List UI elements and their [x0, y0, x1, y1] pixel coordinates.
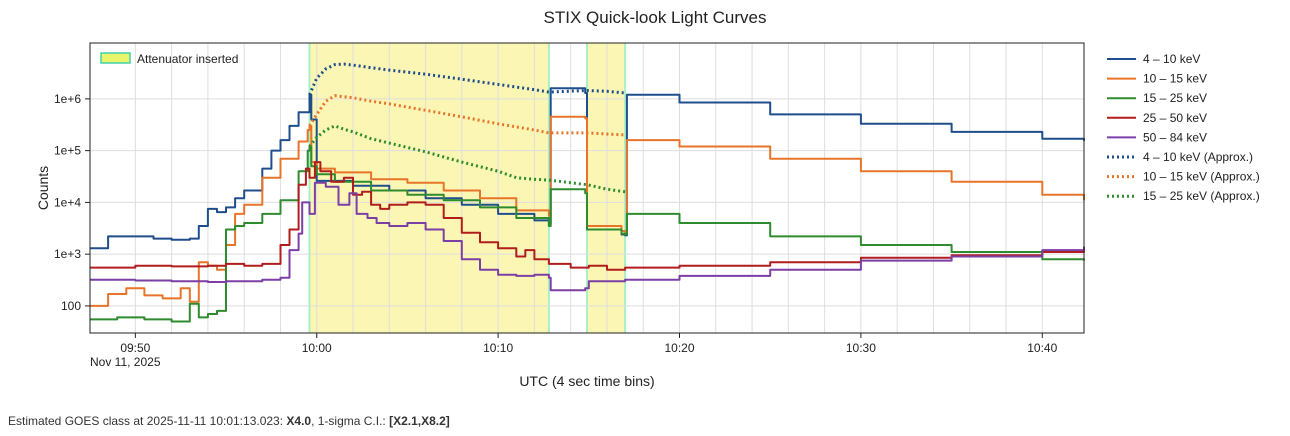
grid-lines	[90, 43, 1084, 333]
x-date-label: Nov 11, 2025	[90, 355, 161, 369]
goes-ci-label: , 1-sigma C.I.:	[311, 414, 390, 428]
x-tick-label: 10:00	[302, 341, 332, 355]
y-tick-label: 1e+4	[54, 195, 81, 209]
x-axis-title: UTC (4 sec time bins)	[519, 373, 654, 389]
x-tick-label: 09:50	[120, 341, 150, 355]
attenuator-band-1	[309, 43, 549, 333]
legend-label: 4 – 10 keV (Approx.)	[1143, 150, 1253, 164]
x-tick-label: 10:40	[1027, 341, 1057, 355]
attenuator-band-2	[587, 43, 626, 333]
y-tick-label: 1e+3	[54, 247, 81, 261]
x-tick-label: 10:10	[483, 341, 513, 355]
goes-class-estimate: Estimated GOES class at 2025-11-11 10:01…	[8, 414, 450, 428]
attenuator-legend-label: Attenuator inserted	[137, 52, 238, 66]
legend-label: 15 – 25 keV	[1143, 91, 1207, 105]
chart-title: STIX Quick-look Light Curves	[544, 8, 767, 27]
axis-ticks: 09:50 10:00 10:10 10:20 10:30 10:40 100 1e+3 1e+…	[54, 92, 1058, 355]
series-line	[308, 94, 626, 137]
x-tick-label: 10:20	[664, 341, 694, 355]
legend-label: 25 – 50 keV	[1143, 111, 1207, 125]
light-curve-chart[interactable]: STIX Quick-look Light Curves 09:50 10:00 1…	[0, 0, 1290, 405]
goes-class: X4.0	[286, 414, 312, 428]
legend-label: 50 – 84 keV	[1143, 130, 1207, 144]
legend-label: 10 – 15 keV	[1143, 72, 1207, 86]
y-tick-label: 1e+6	[54, 92, 81, 106]
series-legend: 4 – 10 keV 10 – 15 keV 15 – 25 keV 25 – 50 …	[1107, 52, 1260, 203]
attenuator-legend: Attenuator inserted	[100, 52, 238, 66]
y-tick-label: 100	[61, 299, 81, 313]
x-tick-label: 10:30	[846, 341, 876, 355]
chart-container: STIX Quick-look Light Curves 09:50 10:00 1…	[0, 0, 1290, 405]
goes-ci: [X2.1,X8.2]	[389, 414, 450, 428]
plot-frame	[89, 42, 1085, 334]
y-axis-title: Counts	[35, 166, 51, 210]
legend-label: 10 – 15 keV (Approx.)	[1143, 170, 1260, 184]
series-line	[90, 181, 1085, 292]
series-line	[308, 62, 626, 96]
series-line	[90, 161, 1085, 271]
attenuator-legend-swatch	[100, 52, 131, 64]
legend-label: 15 – 25 keV (Approx.)	[1143, 189, 1260, 203]
goes-prefix: Estimated GOES class at 2025-11-11 10:01…	[8, 414, 287, 428]
series-lines	[90, 62, 1085, 323]
legend-label: 4 – 10 keV	[1143, 52, 1200, 66]
y-tick-label: 1e+5	[54, 144, 81, 158]
